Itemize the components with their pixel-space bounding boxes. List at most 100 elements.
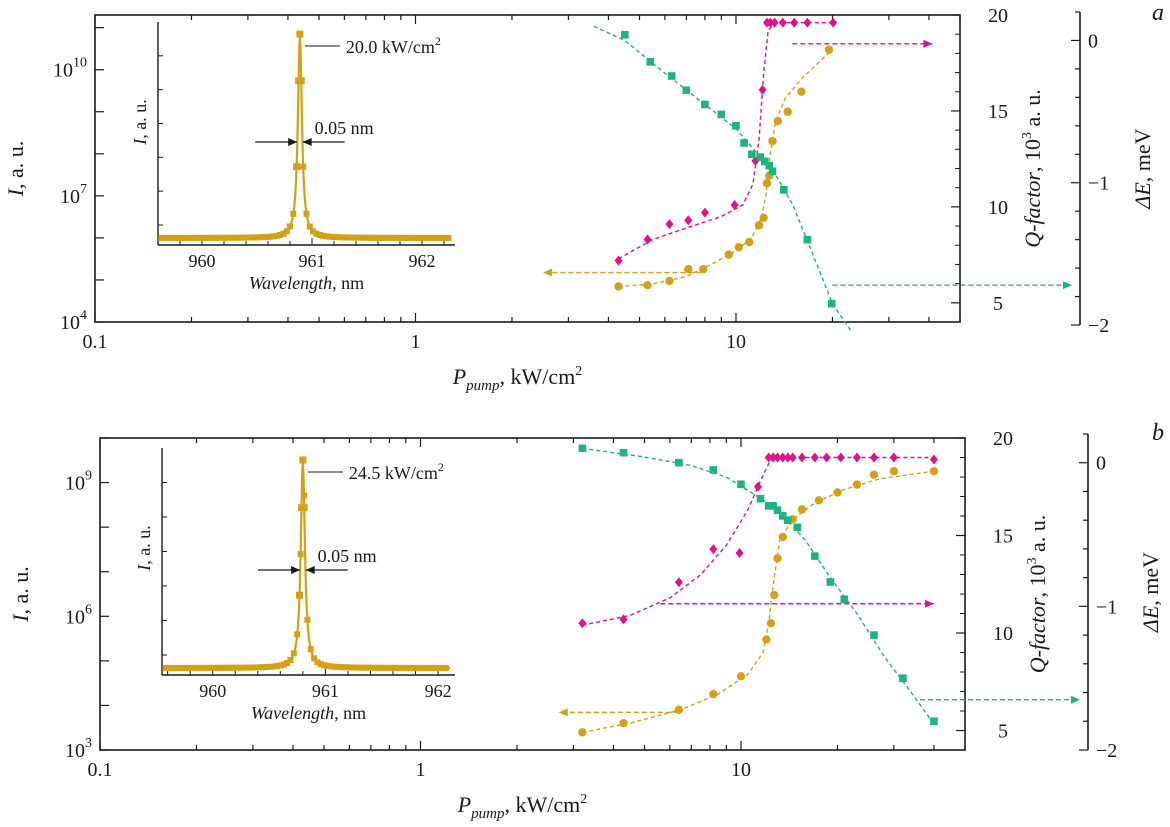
spectrum-point: [290, 650, 297, 657]
intensity-point: [698, 265, 708, 274]
spectrum-point: [227, 234, 234, 241]
intensity-point: [929, 466, 939, 476]
spectrum-point: [199, 664, 206, 671]
spectrum-point: [263, 233, 270, 240]
spectrum-point: [355, 664, 362, 671]
y-right1-tick-label: 5: [998, 721, 1008, 743]
spectrum-point: [178, 234, 185, 241]
spectrum-point: [314, 659, 321, 666]
energy-point: [737, 480, 745, 489]
spectrum-point: [196, 664, 203, 671]
intensity-point: [778, 532, 787, 542]
spectrum-point: [375, 664, 382, 671]
energy-point: [899, 674, 907, 682]
spectrum-point: [164, 234, 171, 241]
spectrum-point: [236, 664, 243, 671]
energy-point: [619, 448, 628, 457]
qfactor-point: [758, 84, 767, 95]
spectrum-point: [428, 234, 435, 241]
energy-point: [667, 72, 676, 80]
intensity-point: [797, 87, 806, 96]
qfactor-point: [790, 17, 799, 28]
spectrum-point: [409, 664, 416, 671]
fwhm-annotation: 0.05 nm: [318, 546, 377, 566]
spectrum-point: [267, 663, 274, 670]
y-right1-tick-label: 15: [993, 526, 1013, 548]
qfactor-point: [929, 454, 938, 465]
spectrum-point: [273, 232, 280, 239]
spectrum-point: [334, 663, 341, 670]
spectrum-point: [438, 234, 445, 241]
spectrum-point: [247, 234, 254, 241]
spectrum-point: [409, 234, 416, 241]
spectrum-point: [184, 234, 191, 241]
spectrum-point: [219, 664, 226, 671]
x-tick-label: 10: [726, 331, 746, 353]
inset-x-tick-label: 961: [299, 251, 326, 271]
qfactor-point: [889, 452, 898, 463]
energy-point: [811, 552, 819, 560]
inset-x-tick-label: 960: [199, 681, 226, 701]
intensity-point: [684, 265, 693, 274]
spectrum-point: [343, 234, 350, 241]
qfactor-point: [730, 199, 739, 210]
energy-point: [773, 506, 782, 514]
qfactor-point: [674, 577, 683, 588]
fwhm-marker: [258, 566, 348, 574]
qfactor-point: [764, 452, 773, 463]
spectrum-point: [191, 234, 198, 241]
spectrum-point: [221, 234, 227, 241]
energy-point: [765, 161, 774, 170]
spectrum-point: [426, 664, 433, 671]
spectrum-point: [240, 234, 247, 241]
spectrum-point: [313, 230, 320, 237]
spectrum-point: [436, 664, 443, 671]
spectrum-line: [163, 459, 450, 669]
spectrum-point: [300, 163, 307, 170]
inset-x-tick-label: 962: [425, 681, 452, 701]
spectrum-point: [277, 662, 284, 669]
spectrum-point: [273, 663, 280, 670]
energy-point: [756, 153, 764, 161]
qfactor-point: [614, 255, 623, 266]
intensity-point: [665, 276, 674, 286]
intensity-point: [768, 136, 777, 146]
y-left-tick-label: 103: [65, 736, 92, 762]
spectrum-point: [379, 234, 386, 241]
intensity-point: [889, 466, 899, 476]
spectrum-point: [280, 230, 287, 237]
spectrum-point: [356, 234, 363, 241]
intensity-point: [770, 590, 779, 600]
intensity-point: [674, 705, 684, 714]
spectrum-point: [295, 591, 303, 599]
inset-y-axis-label: I, a. u.: [130, 99, 150, 146]
spectrum-point: [422, 234, 429, 241]
spectrum-point: [369, 234, 376, 241]
spectrum-point: [422, 664, 429, 671]
intensity-point: [762, 178, 772, 188]
energy-point: [827, 299, 836, 308]
spectrum-point: [395, 664, 402, 671]
energy-point: [803, 235, 812, 244]
spectrum-point: [376, 234, 383, 241]
spectrum-point: [326, 233, 333, 240]
intensity-point: [797, 505, 807, 514]
panel-label: a: [1152, 0, 1164, 26]
spectrum-point: [415, 234, 422, 241]
qfactor-point: [665, 219, 674, 230]
spectrum-point: [197, 234, 204, 241]
intensity-point: [736, 672, 746, 681]
spectrum-point: [181, 234, 188, 241]
spectrum-point: [182, 664, 189, 671]
intensity-fit-curve: [582, 470, 934, 733]
intensity-point: [754, 221, 764, 230]
intensity-point: [773, 554, 782, 563]
y-right1-tick-label: 15: [988, 101, 1008, 123]
qfactor-point: [700, 207, 709, 218]
y-right1-axis-label: Q-factor, 103 a. u.: [1025, 515, 1050, 674]
intensity-fit-curve: [618, 52, 830, 288]
energy-point: [717, 110, 726, 119]
spectrum-point: [290, 210, 297, 217]
spectrum-point: [351, 664, 358, 671]
spectrum-point: [385, 664, 392, 671]
